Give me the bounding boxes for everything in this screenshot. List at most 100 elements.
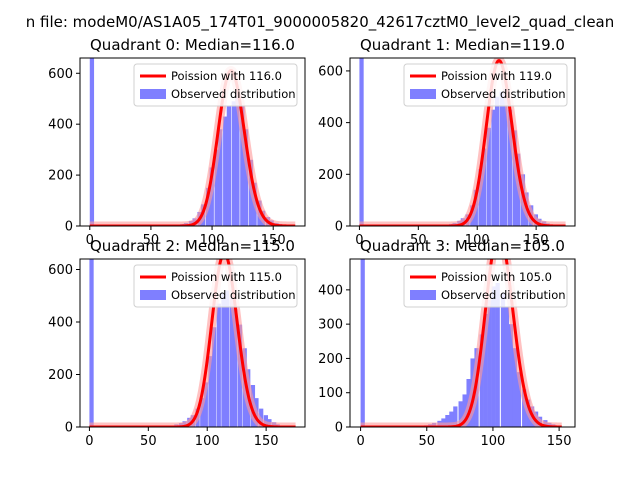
histogram-bar: [507, 109, 513, 226]
panel-1: Quadrant 1: Median=119.0 0 50 100 150 0 200 400…: [318, 36, 576, 248]
histogram-bar: [499, 91, 504, 226]
y-tick-label: 600: [318, 64, 343, 79]
panel-title: Quadrant 3: Median=105.0: [360, 237, 565, 255]
x-tick-label: 100: [195, 434, 220, 449]
histogram-bar: [211, 327, 217, 427]
legend: Poission with 119.0 Observed distribution: [403, 63, 568, 107]
legend-box: [403, 264, 568, 308]
x-tick-label: 50: [143, 233, 160, 248]
histogram-bar: [478, 169, 483, 226]
histogram-bar: [226, 106, 232, 226]
histogram-bar: [512, 130, 517, 226]
y-tick-label: 400: [318, 116, 343, 131]
y-tick-label: 400: [48, 118, 73, 133]
histogram-bar: [243, 129, 249, 226]
y-tick-label: 200: [318, 168, 343, 183]
y-tick-label: 200: [48, 368, 73, 383]
x-tick-label: 0: [86, 233, 94, 248]
legend-entry: Poission with 115.0: [171, 270, 282, 284]
legend: Poission with 105.0 Observed distribution: [403, 264, 568, 308]
plot-area: [85, 259, 300, 427]
histogram-bar: [203, 382, 208, 427]
y-tick-label: 400: [48, 316, 73, 331]
histogram-bar: [233, 308, 238, 427]
y-tick-label: 0: [335, 421, 343, 436]
legend-entry: Observed distribution: [171, 87, 296, 101]
panel-0: Quadrant 0: Median=116.0 0 50 100 150 0 200 400…: [48, 36, 306, 248]
y-tick-label: 200: [48, 169, 73, 184]
axes-frame: [79, 258, 306, 428]
histogram-bar: [508, 324, 514, 427]
panels: Quadrant 0: Median=116.0 0 50 100 150 0 200 400…: [48, 36, 576, 449]
panel-title: Quadrant 1: Median=119.0: [360, 36, 565, 54]
histogram-bar: [516, 372, 521, 427]
histogram-bar: [486, 127, 491, 226]
y-tick-label: 0: [65, 421, 73, 436]
legend-bar-swatch: [410, 89, 436, 99]
histogram-bar: [229, 295, 234, 427]
legend-bar-swatch: [410, 290, 436, 300]
histogram-bar: [500, 293, 506, 427]
histogram-bar: [235, 93, 240, 226]
legend-bar-swatch: [140, 89, 166, 99]
legend: Poission with 115.0 Observed distribution: [133, 264, 298, 308]
y-tick-label: 0: [335, 220, 343, 235]
legend: Poission with 116.0 Observed distribution: [133, 63, 298, 107]
histogram-bar: [223, 116, 228, 226]
histogram-bar: [487, 300, 492, 427]
poisson-halo: [356, 259, 566, 427]
poisson-curve: [358, 59, 567, 226]
histogram-bar: [359, 58, 364, 226]
y-tick-label: 200: [318, 352, 343, 367]
histogram-bar: [360, 259, 365, 427]
histogram-bar: [481, 148, 487, 226]
histogram-bar: [214, 149, 219, 226]
histogram-bar: [495, 283, 500, 427]
panel-title: Quadrant 2: Median=115.0: [90, 237, 295, 255]
histogram-bar: [491, 286, 496, 427]
legend-entry: Observed distribution: [171, 288, 296, 302]
legend-entry: Observed distribution: [441, 288, 566, 302]
histogram-bar: [494, 96, 500, 226]
histogram-bar: [458, 401, 463, 427]
histogram-bar: [522, 389, 527, 427]
histogram-bar: [208, 356, 213, 427]
legend-box: [403, 63, 568, 107]
x-tick-label: 100: [200, 233, 225, 248]
legend-box: [133, 63, 298, 107]
histogram-bar: [445, 415, 450, 427]
y-tick-label: 600: [48, 263, 73, 278]
panel-title: Quadrant 0: Median=116.0: [90, 36, 295, 54]
histogram-bar: [491, 109, 496, 226]
panel-2: Quadrant 2: Median=115.0 0 50 100 150 0 200 400…: [48, 237, 306, 449]
plot-area: [85, 58, 300, 226]
x-tick-label: 100: [481, 434, 506, 449]
poisson-curve: [359, 259, 563, 427]
histogram-bar: [221, 293, 226, 427]
y-tick-label: 0: [65, 220, 73, 235]
y-tick-label: 400: [318, 283, 343, 298]
histogram-bar: [512, 348, 518, 427]
figure-suptitle: n file: modeM0/AS1A05_174T01_9000005820_…: [26, 13, 615, 32]
x-tick-label: 50: [418, 434, 435, 449]
poisson-curve: [88, 69, 297, 226]
x-tick-label: 100: [465, 233, 490, 248]
y-tick-label: 100: [318, 386, 343, 401]
axes-frame: [349, 57, 576, 227]
y-tick-label: 600: [48, 67, 73, 82]
histogram-bar: [479, 334, 484, 427]
x-tick-label: 150: [261, 233, 286, 248]
plot-area: [355, 58, 570, 226]
histogram-bar: [504, 307, 510, 427]
panel-3: Quadrant 3: Median=105.0 0 50 100 150 0 100 200…: [318, 237, 576, 449]
y-tick-label: 300: [318, 318, 343, 333]
axes-frame: [349, 258, 576, 428]
histogram-bar: [89, 259, 94, 427]
legend-entry: Poission with 105.0: [441, 270, 552, 284]
legend-entry: Poission with 119.0: [441, 69, 552, 83]
histogram-bar: [218, 129, 223, 226]
histogram-bar: [89, 58, 95, 226]
legend-entry: Observed distribution: [441, 87, 566, 101]
histogram-bar: [449, 411, 454, 427]
x-tick-label: 150: [547, 434, 572, 449]
